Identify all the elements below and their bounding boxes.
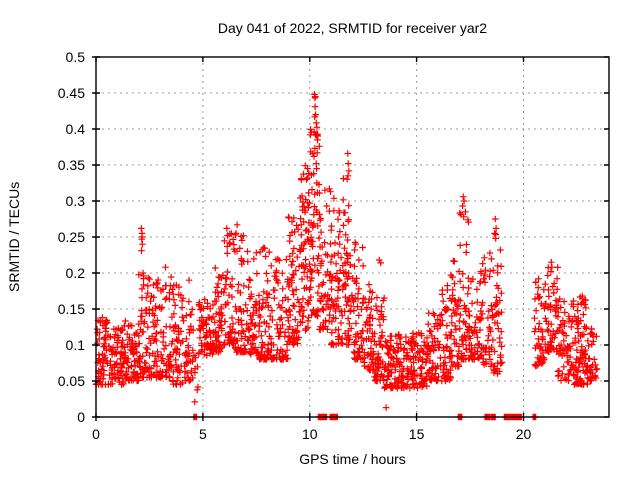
y-tick-label: 0.35: [58, 157, 85, 173]
y-tick-label: 0.25: [58, 229, 85, 245]
x-tick-label: 20: [516, 426, 532, 442]
y-tick-label: 0.3: [66, 193, 86, 209]
chart-title: Day 041 of 2022, SRMTID for receiver yar…: [217, 20, 488, 36]
y-tick-label: 0: [77, 409, 85, 425]
y-tick-label: 0.4: [66, 121, 86, 137]
x-tick-label: 0: [92, 426, 100, 442]
y-tick-label: 0.15: [58, 301, 85, 317]
y-tick-label: 0.05: [58, 373, 85, 389]
plot-frame: [95, 56, 610, 418]
y-tick-label: 0.45: [58, 85, 85, 101]
axis-ticks: [92, 56, 609, 421]
x-tick-label: 15: [409, 426, 425, 442]
x-tick-label: 5: [199, 426, 207, 442]
scatter-points: [92, 91, 601, 421]
y-tick-label: 0.2: [66, 265, 86, 281]
y-tick-label: 0.1: [66, 337, 86, 353]
x-axis-label: GPS time / hours: [299, 451, 406, 467]
gridlines: [96, 57, 609, 417]
x-tick-label: 10: [302, 426, 318, 442]
y-tick-label: 0.5: [66, 49, 86, 65]
